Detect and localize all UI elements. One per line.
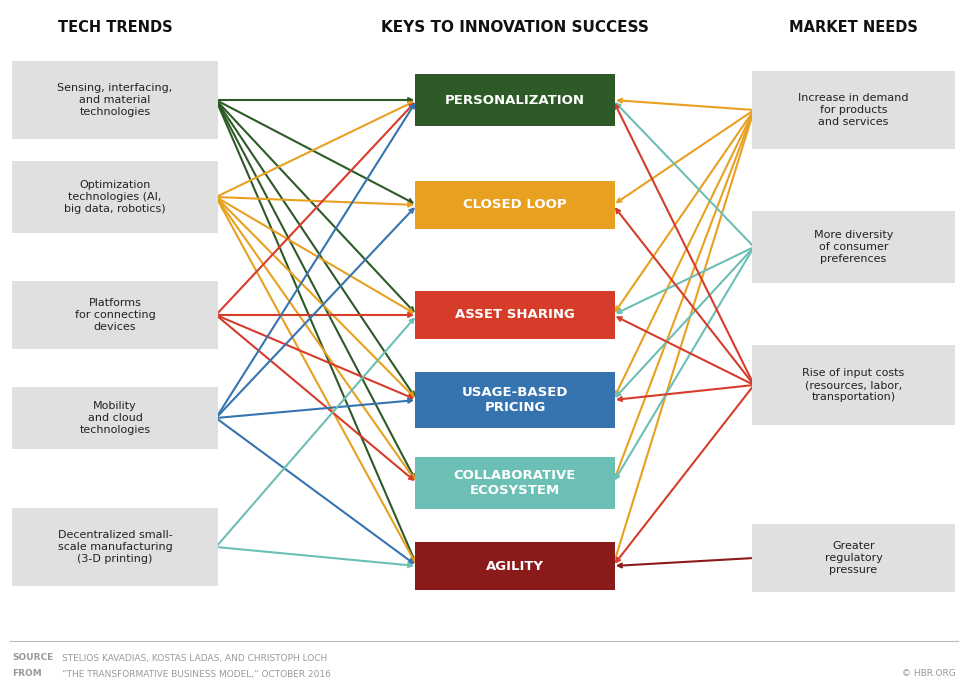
Text: ASSET SHARING: ASSET SHARING xyxy=(455,308,575,322)
Text: Greater
regulatory
pressure: Greater regulatory pressure xyxy=(825,541,883,575)
Text: “THE TRANSFORMATIVE BUSINESS MODEL,” OCTOBER 2016: “THE TRANSFORMATIVE BUSINESS MODEL,” OCT… xyxy=(62,670,331,679)
FancyBboxPatch shape xyxy=(752,345,955,425)
FancyBboxPatch shape xyxy=(415,181,615,229)
Text: STELIOS KAVADIAS, KOSTAS LADAS, AND CHRISTOPH LOCH: STELIOS KAVADIAS, KOSTAS LADAS, AND CHRI… xyxy=(62,654,327,663)
Text: FROM: FROM xyxy=(12,670,42,679)
Text: Rise of input costs
(resources, labor,
transportation): Rise of input costs (resources, labor, t… xyxy=(802,368,905,402)
FancyBboxPatch shape xyxy=(415,457,615,509)
Text: © HBR.ORG: © HBR.ORG xyxy=(902,670,956,679)
FancyBboxPatch shape xyxy=(752,211,955,283)
Text: COLLABORATIVE
ECOSYSTEM: COLLABORATIVE ECOSYSTEM xyxy=(454,469,576,497)
FancyBboxPatch shape xyxy=(415,372,615,428)
Text: USAGE-BASED
PRICING: USAGE-BASED PRICING xyxy=(462,386,568,414)
Text: KEYS TO INNOVATION SUCCESS: KEYS TO INNOVATION SUCCESS xyxy=(381,20,649,35)
Text: Optimization
technologies (AI,
big data, robotics): Optimization technologies (AI, big data,… xyxy=(64,180,166,214)
FancyBboxPatch shape xyxy=(752,71,955,149)
Text: More diversity
of consumer
preferences: More diversity of consumer preferences xyxy=(814,230,893,264)
FancyBboxPatch shape xyxy=(415,291,615,339)
Text: CLOSED LOOP: CLOSED LOOP xyxy=(463,198,567,212)
Text: Mobility
and cloud
technologies: Mobility and cloud technologies xyxy=(79,401,151,435)
FancyBboxPatch shape xyxy=(12,161,218,233)
FancyBboxPatch shape xyxy=(12,387,218,449)
FancyBboxPatch shape xyxy=(12,281,218,349)
Text: Platforms
for connecting
devices: Platforms for connecting devices xyxy=(75,298,156,332)
Text: Sensing, interfacing,
and material
technologies: Sensing, interfacing, and material techn… xyxy=(57,83,172,117)
FancyBboxPatch shape xyxy=(415,542,615,590)
Text: Increase in demand
for products
and services: Increase in demand for products and serv… xyxy=(799,93,909,127)
Text: PERSONALIZATION: PERSONALIZATION xyxy=(445,93,585,106)
Text: AGILITY: AGILITY xyxy=(486,560,544,573)
Text: Decentralized small-
scale manufacturing
(3-D printing): Decentralized small- scale manufacturing… xyxy=(58,530,172,564)
FancyBboxPatch shape xyxy=(12,61,218,139)
FancyBboxPatch shape xyxy=(415,74,615,126)
Text: TECH TRENDS: TECH TRENDS xyxy=(58,20,172,35)
Text: MARKET NEEDS: MARKET NEEDS xyxy=(789,20,918,35)
FancyBboxPatch shape xyxy=(12,508,218,586)
FancyBboxPatch shape xyxy=(752,524,955,592)
Text: SOURCE: SOURCE xyxy=(12,654,53,663)
